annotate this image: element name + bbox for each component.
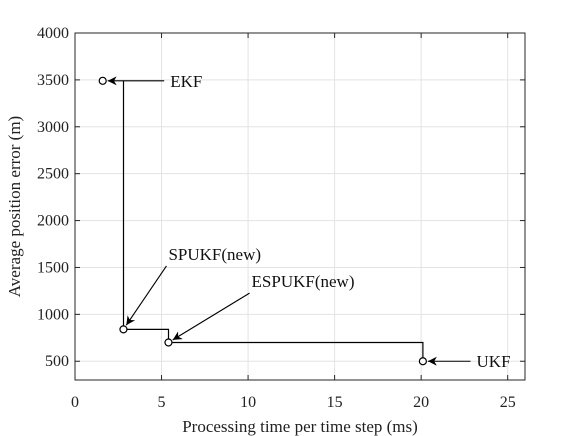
y-tick-label: 2000 — [37, 213, 69, 230]
annotation-espukf-new: ESPUKF(new) — [252, 272, 355, 291]
y-tick-label: 500 — [45, 353, 69, 370]
y-tick-label: 1000 — [37, 306, 69, 323]
step-trace — [122, 80, 424, 362]
annotation-ukf: UKF — [477, 352, 511, 371]
x-axis-label: Processing time per time step (ms) — [182, 417, 418, 436]
annotation-ekf: EKF — [170, 72, 202, 91]
plot-area — [98, 76, 427, 366]
x-tick-label: 0 — [71, 394, 79, 411]
data-point-espukf-new — [164, 338, 173, 347]
x-tick-label: 10 — [240, 394, 256, 411]
x-tick-label: 5 — [158, 394, 166, 411]
annotation-arrow-espukf-new — [172, 292, 250, 341]
x-tick-label: 25 — [500, 394, 516, 411]
y-axis-label: Average position error (m) — [5, 116, 24, 297]
data-point-spukf-new — [119, 325, 128, 334]
annotation-spukf-new: SPUKF(new) — [168, 245, 261, 264]
plot-frame — [74, 32, 526, 381]
grid — [74, 32, 525, 380]
x-tick-label: 15 — [327, 394, 343, 411]
y-tick-label: 2500 — [37, 166, 69, 183]
y-tick-label: 3500 — [37, 72, 69, 89]
annotation-arrow-spukf-new — [125, 265, 167, 326]
x-tick-label: 20 — [413, 394, 429, 411]
y-tick-label: 4000 — [37, 25, 69, 42]
tick-labels: 0 5 10 15 20 25 500 1000 1500 2000 2500 3000 3500 400… — [37, 25, 525, 411]
y-tick-label: 1500 — [37, 259, 69, 276]
annotations: EKF SPUKF(new) ESPUKF(new) UKF — [107, 72, 511, 371]
y-tick-label: 3000 — [37, 119, 69, 136]
data-point-ukf — [418, 357, 427, 366]
data-point-ekf — [98, 76, 107, 85]
